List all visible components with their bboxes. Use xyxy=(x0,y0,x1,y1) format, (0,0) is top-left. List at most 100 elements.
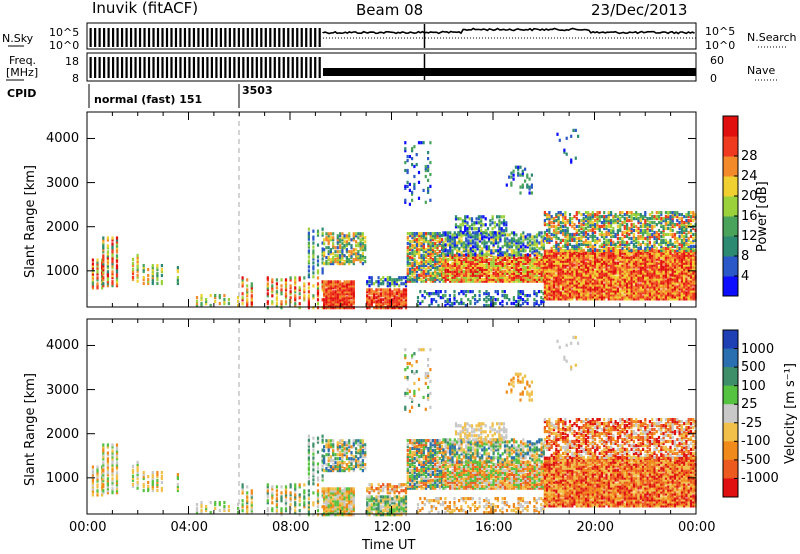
power-cell xyxy=(147,279,150,284)
power-cell xyxy=(465,279,468,283)
power-cell xyxy=(566,281,569,285)
power-cell xyxy=(325,232,328,236)
power-cell xyxy=(669,263,672,267)
power-cell xyxy=(605,259,608,263)
freq-pulse xyxy=(98,57,101,78)
power-cell xyxy=(589,223,592,227)
power-cell xyxy=(321,271,324,275)
power-cell xyxy=(426,292,429,296)
power-cell xyxy=(469,271,472,275)
power-cell xyxy=(506,251,509,255)
power-cell xyxy=(458,253,461,257)
power-cell xyxy=(485,277,488,281)
power-cell xyxy=(653,261,656,265)
power-cell xyxy=(361,262,364,266)
power-cell xyxy=(543,265,546,269)
power-cell xyxy=(400,282,403,286)
power-cell xyxy=(664,261,667,265)
power-cell xyxy=(526,271,529,275)
power-cell xyxy=(379,300,382,304)
power-cell xyxy=(619,267,622,271)
power-cell xyxy=(580,213,583,217)
power-cell xyxy=(519,259,523,263)
power-cell xyxy=(515,269,518,273)
power-cell xyxy=(111,248,114,252)
power-cell xyxy=(628,267,631,271)
power-cell xyxy=(619,275,622,279)
power-cell xyxy=(106,260,109,264)
power-cell xyxy=(483,269,486,273)
power-cell xyxy=(669,219,672,223)
power-cell xyxy=(552,273,556,277)
power-cell xyxy=(662,285,665,289)
power-cell xyxy=(434,241,437,246)
power-cell xyxy=(517,269,520,273)
power-cell xyxy=(568,267,572,271)
power-cell xyxy=(605,230,608,235)
power-cell xyxy=(389,292,392,296)
power-cell xyxy=(438,253,441,257)
power-cell xyxy=(644,265,647,269)
power-cell xyxy=(651,283,654,287)
power-cell xyxy=(678,261,681,265)
power-cell xyxy=(441,273,444,277)
power-cell xyxy=(683,223,686,227)
freq-pulse xyxy=(152,57,155,78)
power-cell xyxy=(471,231,475,235)
power-cell xyxy=(584,230,588,235)
power-cell xyxy=(373,296,376,300)
power-cell xyxy=(336,238,339,242)
power-cell xyxy=(639,271,642,275)
power-cell xyxy=(395,298,398,302)
power-cell xyxy=(564,297,567,301)
power-cell xyxy=(591,221,594,225)
power-cell xyxy=(336,294,339,298)
power-cell xyxy=(492,239,495,243)
power-cell xyxy=(280,284,283,288)
power-cell xyxy=(646,223,649,227)
nsky-pulse xyxy=(282,28,285,47)
power-cell xyxy=(614,285,617,289)
power-cell xyxy=(382,298,385,302)
power-cell xyxy=(415,277,419,281)
power-cell xyxy=(591,257,594,261)
power-cell xyxy=(456,261,459,265)
power-cell xyxy=(587,289,590,293)
power-cell xyxy=(664,219,667,223)
power-cell xyxy=(623,224,626,229)
power-cell xyxy=(476,299,479,304)
power-cell xyxy=(503,296,506,300)
power-cell xyxy=(678,295,681,299)
power-cell xyxy=(307,265,310,269)
power-cell xyxy=(474,279,477,283)
power-cell xyxy=(531,257,534,261)
power-cell xyxy=(101,286,104,290)
power-cell xyxy=(623,263,626,267)
power-cell xyxy=(687,253,690,257)
power-cell xyxy=(598,251,601,255)
power-cell xyxy=(438,236,441,240)
power-cell xyxy=(605,221,608,225)
power-cell xyxy=(471,269,475,273)
power-cell xyxy=(564,293,567,297)
power-cell xyxy=(626,261,629,265)
power-cell xyxy=(115,246,119,250)
power-cell xyxy=(533,267,536,271)
power-cell xyxy=(444,303,447,308)
power-cell xyxy=(657,275,661,279)
power-cell xyxy=(492,273,495,277)
power-cell xyxy=(546,253,549,257)
power-cell xyxy=(497,269,500,273)
power-cell xyxy=(591,269,594,273)
power-cell xyxy=(294,278,297,282)
power-cell xyxy=(345,288,348,292)
power-cell xyxy=(348,250,351,254)
power-cell xyxy=(662,248,665,252)
power-cell xyxy=(307,249,310,253)
power-cell xyxy=(542,245,545,249)
freq-pulse xyxy=(161,57,164,78)
power-cell xyxy=(382,288,385,292)
power-cell xyxy=(325,260,328,264)
power-cell xyxy=(669,267,672,271)
power-cell xyxy=(580,283,583,287)
